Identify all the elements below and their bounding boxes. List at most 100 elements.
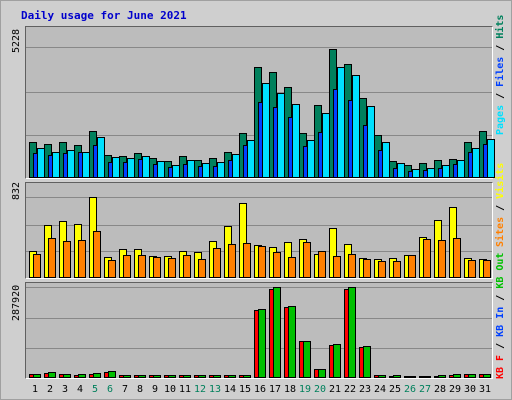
day-label-17: 17 xyxy=(268,384,282,395)
bar-kb-out-day-13 xyxy=(213,375,221,378)
day-label-2: 2 xyxy=(46,384,54,395)
kbytes-panel xyxy=(25,282,493,379)
legend-files: Files xyxy=(495,56,506,87)
bar-sites-day-20 xyxy=(318,251,326,278)
bar-sites-day-7 xyxy=(123,255,131,278)
bar-sites-day-10 xyxy=(168,258,176,278)
day-label-15: 15 xyxy=(238,384,252,395)
panel2-y-max-label: 832 xyxy=(11,181,22,200)
bar-kb-out-day-16 xyxy=(258,309,266,378)
bar-kb-out-day-11 xyxy=(183,375,191,378)
bar-kb-out-day-29 xyxy=(453,374,461,378)
bar-sites-day-11 xyxy=(183,255,191,278)
bar-kb-out-day-6 xyxy=(108,371,116,378)
bar-sites-day-3 xyxy=(63,241,71,278)
gridline-max xyxy=(26,287,492,288)
bar-sites-day-23 xyxy=(363,259,371,278)
day-label-31: 31 xyxy=(478,384,492,395)
bar-kb-out-day-3 xyxy=(63,374,71,378)
bar-sites-day-13 xyxy=(213,248,221,278)
day-label-3: 3 xyxy=(61,384,69,395)
bar-kb-out-day-1 xyxy=(33,374,41,378)
legend-separator: / xyxy=(495,198,506,217)
day-label-6: 6 xyxy=(106,384,114,395)
bar-sites-day-30 xyxy=(468,260,476,278)
legend-kb-out: KB Out xyxy=(495,252,506,289)
bar-kb-out-day-2 xyxy=(48,372,56,378)
bar-kb-out-day-24 xyxy=(378,375,386,378)
bar-sites-day-8 xyxy=(138,255,146,278)
legend-separator: / xyxy=(495,336,506,355)
day-label-11: 11 xyxy=(178,384,192,395)
gridline-max xyxy=(26,47,492,48)
legend-hits: Hits xyxy=(495,14,506,39)
bar-sites-day-21 xyxy=(333,256,341,278)
legend-sites: Sites xyxy=(495,216,506,247)
gridline-max xyxy=(26,197,492,198)
day-label-16: 16 xyxy=(253,384,267,395)
bar-kb-out-day-7 xyxy=(123,375,131,378)
day-label-26: 26 xyxy=(403,384,417,395)
bar-sites-day-19 xyxy=(303,242,311,278)
day-label-4: 4 xyxy=(76,384,84,395)
day-label-8: 8 xyxy=(136,384,144,395)
day-label-18: 18 xyxy=(283,384,297,395)
bar-kb-out-day-23 xyxy=(363,346,371,378)
day-label-12: 12 xyxy=(193,384,207,395)
day-label-1: 1 xyxy=(31,384,39,395)
panel1-y-max-label: 5228 xyxy=(11,28,22,53)
bar-kb-out-day-18 xyxy=(288,306,296,378)
bar-kb-out-day-15 xyxy=(243,375,251,378)
bar-kb-out-day-8 xyxy=(138,375,146,378)
day-label-28: 28 xyxy=(433,384,447,395)
legend-pages: Pages xyxy=(495,104,506,135)
bar-sites-day-14 xyxy=(228,244,236,278)
bar-kb-out-day-14 xyxy=(228,375,236,378)
bar-kb-out-day-10 xyxy=(168,375,176,378)
day-label-5: 5 xyxy=(91,384,99,395)
panel3-y-max-label: 287920 xyxy=(11,284,22,321)
bar-kb-out-day-28 xyxy=(438,375,446,378)
day-label-13: 13 xyxy=(208,384,222,395)
bar-sites-day-2 xyxy=(48,238,56,278)
bar-sites-day-6 xyxy=(108,260,116,278)
bar-sites-day-17 xyxy=(273,252,281,278)
legend-kb-f: KB F xyxy=(495,354,506,379)
bar-kb-out-day-26 xyxy=(408,376,416,378)
bar-sites-day-31 xyxy=(483,260,491,278)
bar-kb-out-day-22 xyxy=(348,287,356,378)
day-label-14: 14 xyxy=(223,384,237,395)
day-label-24: 24 xyxy=(373,384,387,395)
panel3-legend: KB F / KB In / KB Out xyxy=(495,253,506,379)
bar-kb-out-day-27 xyxy=(423,376,431,378)
panel1-legend: Pages / Files / Hits xyxy=(495,15,506,135)
day-label-27: 27 xyxy=(418,384,432,395)
day-label-19: 19 xyxy=(298,384,312,395)
day-label-7: 7 xyxy=(121,384,129,395)
gridline xyxy=(26,224,492,226)
bar-kb-out-day-4 xyxy=(78,374,86,378)
bar-sites-day-22 xyxy=(348,254,356,278)
day-label-29: 29 xyxy=(448,384,462,395)
bar-sites-day-24 xyxy=(378,261,386,278)
day-label-23: 23 xyxy=(358,384,372,395)
bar-sites-day-29 xyxy=(453,238,461,278)
day-label-30: 30 xyxy=(463,384,477,395)
bar-kb-out-day-25 xyxy=(393,375,401,378)
legend-separator: / xyxy=(495,288,506,307)
bar-sites-day-28 xyxy=(438,240,446,278)
bar-sites-day-4 xyxy=(78,240,86,278)
hits-files-pages-panel xyxy=(25,26,495,179)
bar-sites-day-16 xyxy=(258,246,266,278)
bar-kb-out-day-21 xyxy=(333,344,341,378)
day-label-22: 22 xyxy=(343,384,357,395)
bar-sites-day-25 xyxy=(393,261,401,278)
bar-kb-out-day-17 xyxy=(273,287,281,378)
bar-sites-day-5 xyxy=(93,231,101,278)
bar-sites-day-18 xyxy=(288,257,296,278)
legend-visits: Visits xyxy=(495,162,506,199)
visits-sites-panel xyxy=(25,182,493,279)
bar-kb-out-day-9 xyxy=(153,375,161,378)
bar-kb-out-day-31 xyxy=(483,374,491,378)
